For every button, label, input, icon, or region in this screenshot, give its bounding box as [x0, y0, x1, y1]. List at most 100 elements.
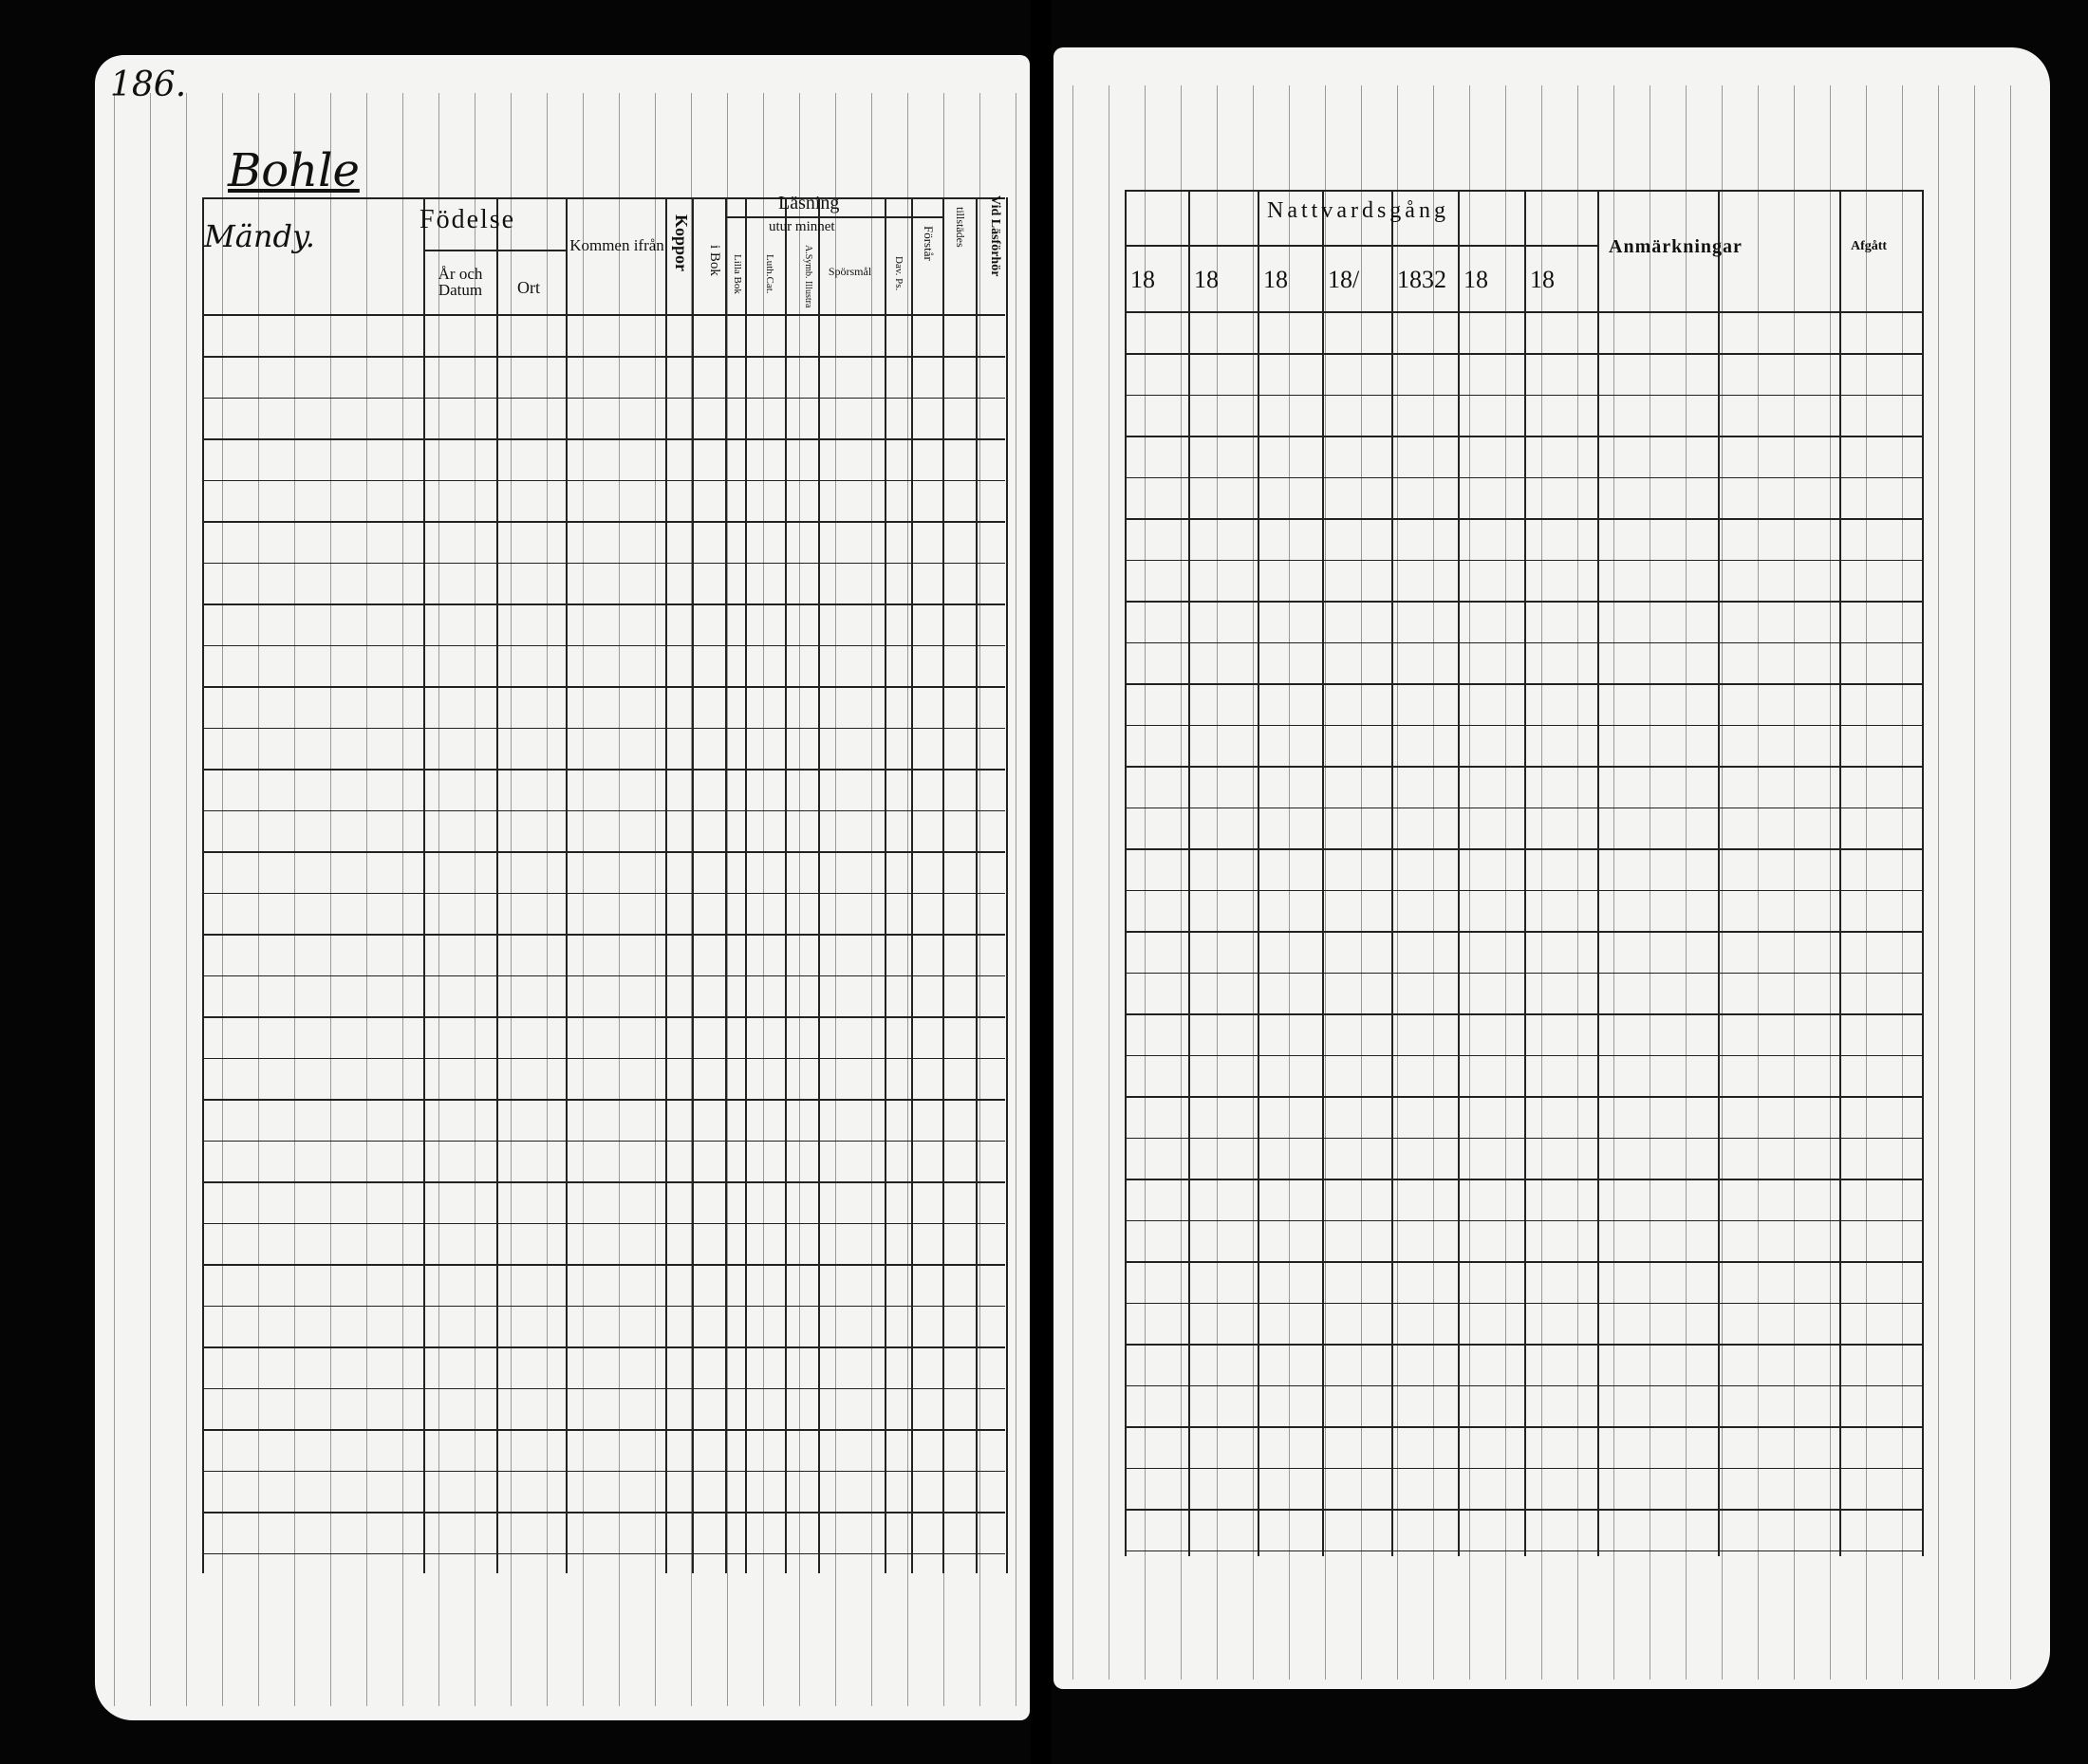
column-rule [692, 197, 694, 1573]
header-sub-rule [725, 216, 943, 218]
table-row-rule [202, 644, 1005, 646]
header-sub-rule [1125, 245, 1597, 247]
column-rule [665, 197, 667, 1573]
right-page: Nattvardsgång 18 18 18 18/1832 18 18 Anmärkni… [1053, 47, 2050, 1689]
column-rule [818, 197, 820, 1573]
column-rule [1458, 190, 1460, 1556]
ruling-line [583, 93, 584, 1706]
ruling-line [1722, 85, 1723, 1680]
ruling-line [1145, 85, 1146, 1680]
ruling-line [330, 93, 331, 1706]
page-number: 186. [110, 65, 187, 104]
table-row-rule [1125, 353, 1922, 355]
ruling-line [727, 93, 728, 1706]
header-year-column: 18 [1530, 266, 1555, 293]
column-rule [725, 197, 727, 1573]
column-rule [1391, 190, 1393, 1556]
table-row-rule [1125, 1096, 1922, 1098]
header-dav-ps: Dav. Ps. [893, 256, 904, 291]
table-row-rule [1125, 1261, 1922, 1263]
header-fodelse: Födelse [419, 205, 516, 234]
table-row-rule [202, 892, 1005, 894]
ruling-line [979, 93, 980, 1706]
ruling-line [1902, 85, 1903, 1680]
header-year-column: 18 [1263, 266, 1288, 293]
column-rule [202, 197, 204, 1573]
column-rule [1922, 190, 1924, 1556]
table-row-rule [1125, 1137, 1922, 1139]
table-row-rule [1125, 848, 1922, 850]
ruling-line [1938, 85, 1939, 1680]
ruling-line [547, 93, 548, 1706]
ruling-line [835, 93, 836, 1706]
ruling-line [258, 93, 259, 1706]
column-rule [1597, 190, 1599, 1556]
ruling-line [1758, 85, 1759, 1680]
ruling-line [2010, 85, 2011, 1680]
ruling-line [1217, 85, 1218, 1680]
ruling-line [1794, 85, 1795, 1680]
ruling-line [1974, 85, 1975, 1680]
column-rule [1839, 190, 1841, 1556]
ruling-line [1072, 85, 1073, 1680]
ruling-line [763, 93, 764, 1706]
header-top-rule [1125, 190, 1922, 192]
header-utur-minnet: utur minnet [769, 219, 835, 234]
table-row-rule [202, 1387, 1005, 1389]
header-ort: Ort [517, 278, 540, 297]
table-row-rule [202, 1429, 1005, 1431]
table-row-rule [202, 1264, 1005, 1266]
ruling-line [186, 93, 187, 1706]
ruling-line [1325, 85, 1326, 1680]
ruling-line [1433, 85, 1434, 1680]
table-row-rule [1125, 1302, 1922, 1304]
table-row-rule [1125, 1179, 1922, 1180]
header-asymb: A.Symb. Illustra [803, 245, 813, 308]
ruling-line [511, 93, 512, 1706]
ruling-line [1289, 85, 1290, 1680]
table-row-rule [202, 727, 1005, 729]
header-kommen-ifran: Kommen ifrån [569, 236, 664, 254]
header-bottom-rule [1125, 311, 1922, 313]
column-rule [566, 197, 568, 1573]
table-row-rule [1125, 724, 1922, 726]
header-luth-cat: Luth.Cat. [764, 254, 775, 294]
table-row-rule [1125, 1426, 1922, 1428]
header-sub-rule [423, 250, 566, 251]
header-anmarkningar: Anmärkningar [1609, 236, 1743, 257]
ruling-line [907, 93, 908, 1706]
header-forstar: Förstår [922, 226, 936, 261]
ruling-line [438, 93, 439, 1706]
ruling-line [619, 93, 620, 1706]
ruling-line [1397, 85, 1398, 1680]
ruling-line [114, 93, 115, 1706]
column-rule [976, 197, 978, 1573]
header-ar-och-datum: År och Datum [438, 265, 483, 299]
header-sporsmal: Spörsmål [828, 265, 872, 278]
table-row-rule [1125, 972, 1922, 974]
ruling-line [1505, 85, 1506, 1680]
header-year-column: 18 [1463, 266, 1488, 293]
header-year-column: 18/ [1328, 266, 1360, 293]
header-i-bok: i Bok [707, 245, 722, 276]
header-vid-lasforhor: Vid Läsförhör [988, 195, 1002, 277]
ruling-line [691, 93, 692, 1706]
column-rule [942, 197, 944, 1573]
table-row-rule [202, 438, 1005, 440]
table-row-rule [202, 686, 1005, 688]
table-row-rule [202, 1512, 1005, 1513]
header-name-column: Mändy. [204, 218, 315, 254]
table-row-rule [1125, 1550, 1922, 1551]
ruling-line [150, 93, 151, 1706]
ruling-line [1866, 85, 1867, 1680]
table-row-rule [202, 603, 1005, 605]
header-nattvardsgang: Nattvardsgång [1267, 198, 1449, 223]
ruling-line [1686, 85, 1687, 1680]
table-row-rule [202, 1057, 1005, 1059]
table-row-rule [202, 562, 1005, 564]
header-year-column: 18 [1194, 266, 1219, 293]
ruling-line [1613, 85, 1614, 1680]
ruling-line [1253, 85, 1254, 1680]
table-row-rule [202, 1346, 1005, 1348]
table-row-rule [1125, 1054, 1922, 1056]
